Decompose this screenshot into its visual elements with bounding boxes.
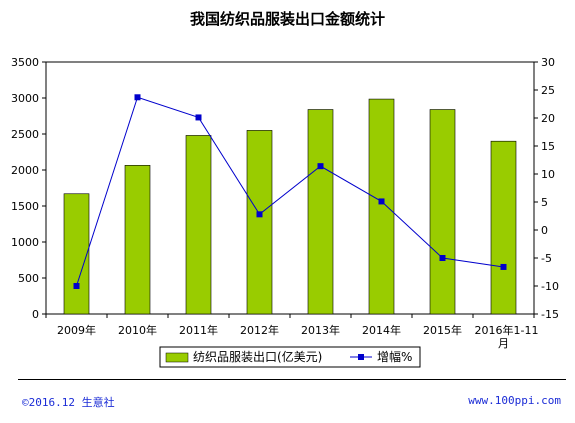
combo-chart: 0 500 1000 1500 2000 2500 3000 3500 -15 -10 -5 0 5 1… [11, 56, 559, 368]
chart-title: 我国纺织品服装出口金额统计 [189, 10, 385, 28]
left-tick-label: 3000 [11, 92, 39, 105]
left-tick-label: 1000 [11, 236, 39, 249]
plot-frame [45, 61, 535, 315]
bar-6 [429, 109, 456, 315]
growth-line [76, 96, 504, 287]
left-tick-label: 2000 [11, 164, 39, 177]
right-tick-label: 10 [541, 168, 555, 181]
legend-line-label: 增幅% [377, 349, 412, 364]
left-tick-label: 1500 [11, 200, 39, 213]
bar-7 [490, 140, 517, 315]
right-tick-label: 5 [541, 196, 548, 209]
right-tick-label: -10 [541, 280, 559, 293]
x-tick-label: 2016年1-11 月 [475, 323, 539, 350]
growth-point-0 [73, 283, 80, 289]
footer-copyright: ©2016.12 生意社 [22, 396, 115, 409]
left-tick-label: 2500 [11, 128, 39, 141]
x-tick-label: 2011年 [179, 323, 218, 337]
right-tick-label: -15 [541, 308, 559, 321]
right-tick-label: 30 [541, 56, 555, 69]
right-tick-label: 20 [541, 112, 555, 125]
left-tick-label: 500 [18, 272, 39, 285]
legend-box [159, 346, 421, 368]
line-series [73, 94, 507, 289]
x-tick-label: 2013年 [301, 323, 340, 337]
x-tick-label: 2009年 [57, 323, 96, 337]
right-tick-label: 15 [541, 140, 555, 153]
bar-4 [307, 109, 334, 315]
right-tick-label: -5 [541, 252, 552, 265]
left-tick-label: 3500 [11, 56, 39, 69]
growth-point-7 [500, 263, 507, 270]
growth-point-3 [256, 211, 263, 218]
bar-series [63, 98, 517, 315]
legend-bar-swatch [165, 352, 189, 363]
plot-area-border [45, 61, 535, 315]
right-tick-label: 0 [541, 224, 548, 237]
x-tick-label: 2012年 [240, 323, 279, 337]
bar-1 [124, 165, 151, 315]
x-tick-label: 2010年 [118, 323, 157, 337]
right-tick-label: 25 [541, 84, 555, 97]
x-axis: 2009年 2010年 2011年 2012年 2013年 2014年 2015年 2016年… [45, 314, 539, 350]
footer-divider [18, 379, 566, 380]
bar-0 [63, 193, 90, 315]
growth-point-4 [317, 163, 324, 170]
right-y-axis: -15 -10 -5 0 5 10 15 20 25 30 [534, 56, 559, 321]
left-tick-label: 0 [32, 308, 39, 321]
bar-3 [246, 130, 273, 315]
footer-url[interactable]: www.100ppi.com [468, 394, 561, 407]
legend-bar-label: 纺织品服装出口(亿美元) [193, 349, 322, 364]
legend-line-marker [358, 354, 364, 360]
growth-point-2 [195, 114, 202, 121]
legend: 纺织品服装出口(亿美元) 增幅% [159, 346, 421, 368]
bar-2 [185, 135, 212, 315]
left-y-axis: 0 500 1000 1500 2000 2500 3000 3500 [11, 56, 46, 321]
x-tick-label: 2015年 [423, 323, 462, 337]
bar-5 [368, 98, 395, 315]
x-tick-label: 2014年 [362, 323, 401, 337]
growth-point-1 [134, 94, 141, 101]
growth-point-6 [439, 255, 446, 261]
growth-point-5 [378, 198, 385, 205]
